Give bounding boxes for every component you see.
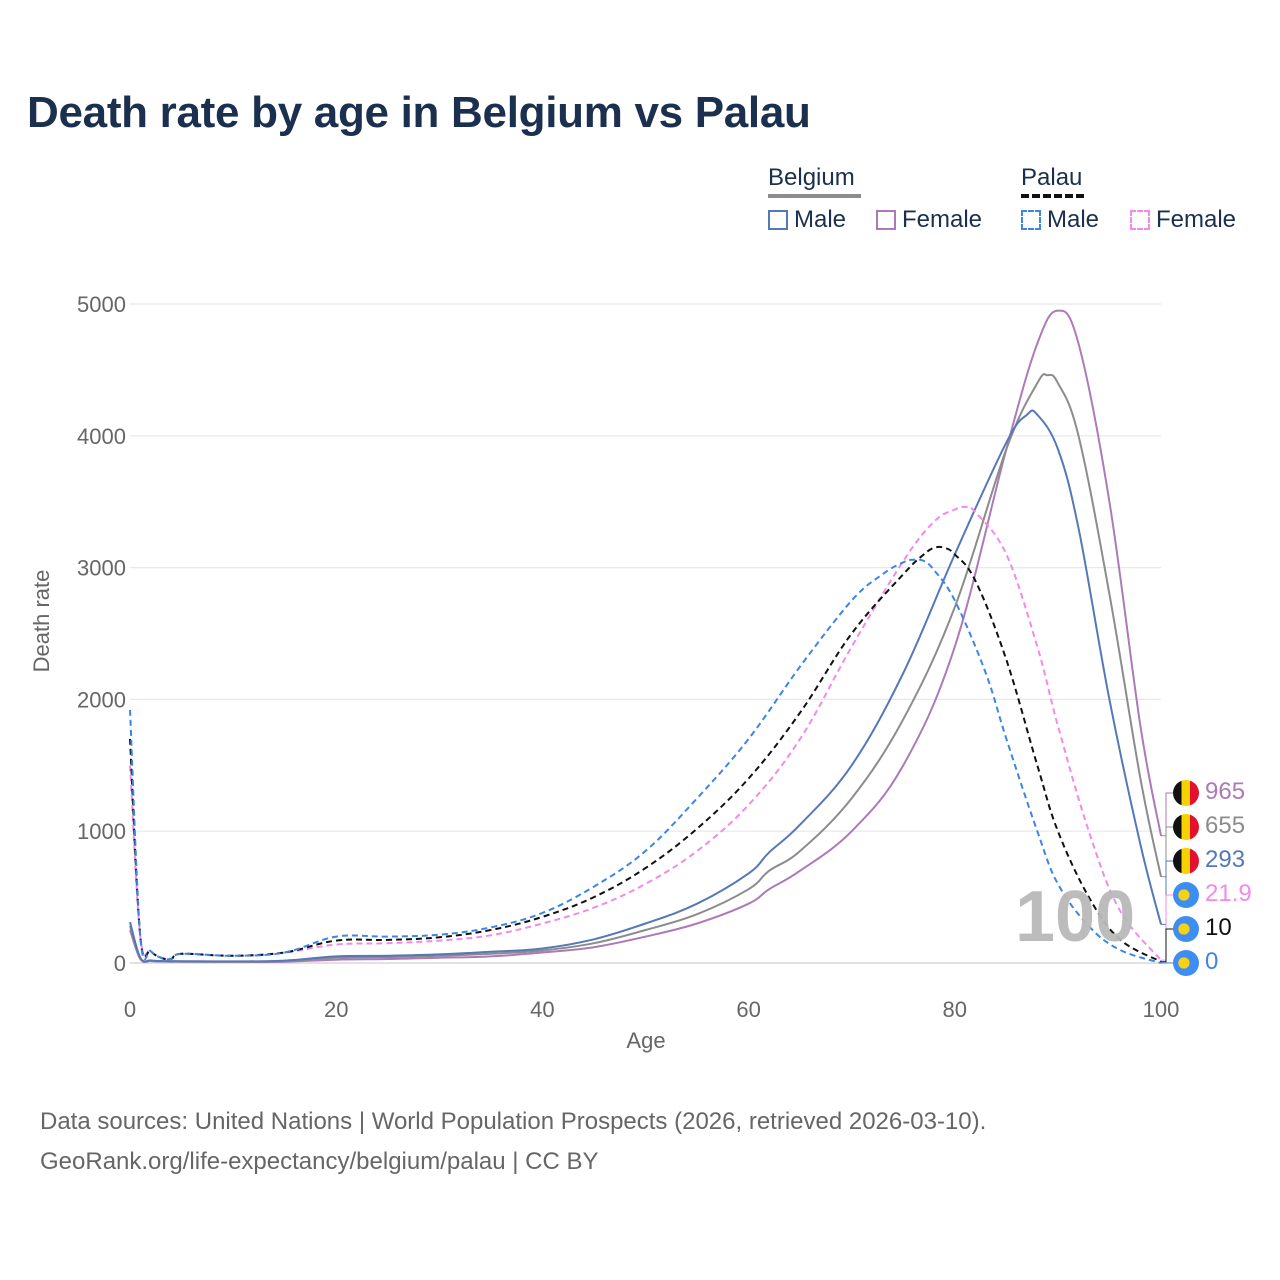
end-connector-belgium-total [1161,826,1173,878]
belgium-flag-icon [1173,780,1199,806]
x-tick-label-60: 60 [736,997,760,1022]
legend-swatch-belgium-male [768,210,788,230]
x-tick-label-40: 40 [530,997,554,1022]
series-line-belgium-male[interactable] [129,409,1162,963]
x-tick-label-100: 100 [1143,997,1180,1022]
y-tick-label-4000: 4000 [77,424,126,449]
x-tick-label-20: 20 [324,997,348,1022]
end-label-palau-total: 10 [1205,914,1232,941]
end-connector-belgium-male [1161,860,1173,925]
palau-flag-icon [1173,882,1199,908]
series-line-palau-total[interactable] [129,545,1162,963]
end-label-palau-male: 0 [1205,948,1219,975]
y-tick-label-2000: 2000 [77,687,126,712]
x-tick-label-0: 0 [124,997,136,1022]
series-line-belgium-total[interactable] [129,373,1162,963]
end-label-palau-female: 21.9 [1205,880,1252,907]
end-label-belgium-total: 655 [1205,812,1246,839]
legend-label-palau-male: Male [1047,206,1100,233]
legend-swatch-palau-female [1130,210,1150,230]
y-tick-label-1000: 1000 [77,819,126,844]
series-line-belgium-female[interactable] [129,309,1162,963]
palau-flag-icon [1173,916,1199,942]
y-tick-label-3000: 3000 [77,556,126,581]
legend-label-palau-female: Female [1156,206,1237,233]
data-sources: Data sources: United Nations | World Pop… [40,1108,987,1135]
age-watermark: 100 [1015,877,1136,957]
palau-flag-icon [1173,950,1199,976]
source-link[interactable]: GeoRank.org/life-expectancy/belgium/pala… [40,1148,599,1175]
belgium-flag-icon [1173,814,1199,840]
y-tick-label-5000: 5000 [77,292,126,317]
chart-title: Death rate by age in Belgium vs Palau [27,88,811,137]
x-tick-label-80: 80 [943,997,967,1022]
end-connector-palau-female [1161,894,1173,961]
series-line-palau-female[interactable] [129,505,1162,961]
legend-group-belgium: Belgium [768,164,855,191]
x-axis-label: Age [626,1028,666,1053]
legend-palau-underline [1021,194,1084,198]
legend-swatch-palau-male [1021,210,1041,230]
legend-item-belgium-female[interactable]: Female [876,206,982,234]
legend-item-palau-male[interactable]: Male [1021,206,1099,234]
series-line-palau-male[interactable] [129,558,1162,964]
y-axis-label: Death rate [29,569,54,673]
legend-item-belgium-male[interactable]: Male [768,206,846,234]
legend-belgium-underline [768,194,861,198]
end-connector-palau-total [1161,928,1173,963]
end-label-belgium-male: 293 [1205,846,1246,873]
legend-label-belgium-male: Male [794,206,847,233]
legend-item-palau-female[interactable]: Female [1130,206,1236,234]
end-label-belgium-female: 965 [1205,778,1246,805]
legend-label-belgium-female: Female [902,206,983,233]
legend-swatch-belgium-female [876,210,896,230]
belgium-flag-icon [1173,848,1199,874]
end-connector-belgium-female [1161,792,1173,837]
legend-group-palau: Palau [1021,164,1083,191]
y-tick-label-0: 0 [114,951,126,976]
